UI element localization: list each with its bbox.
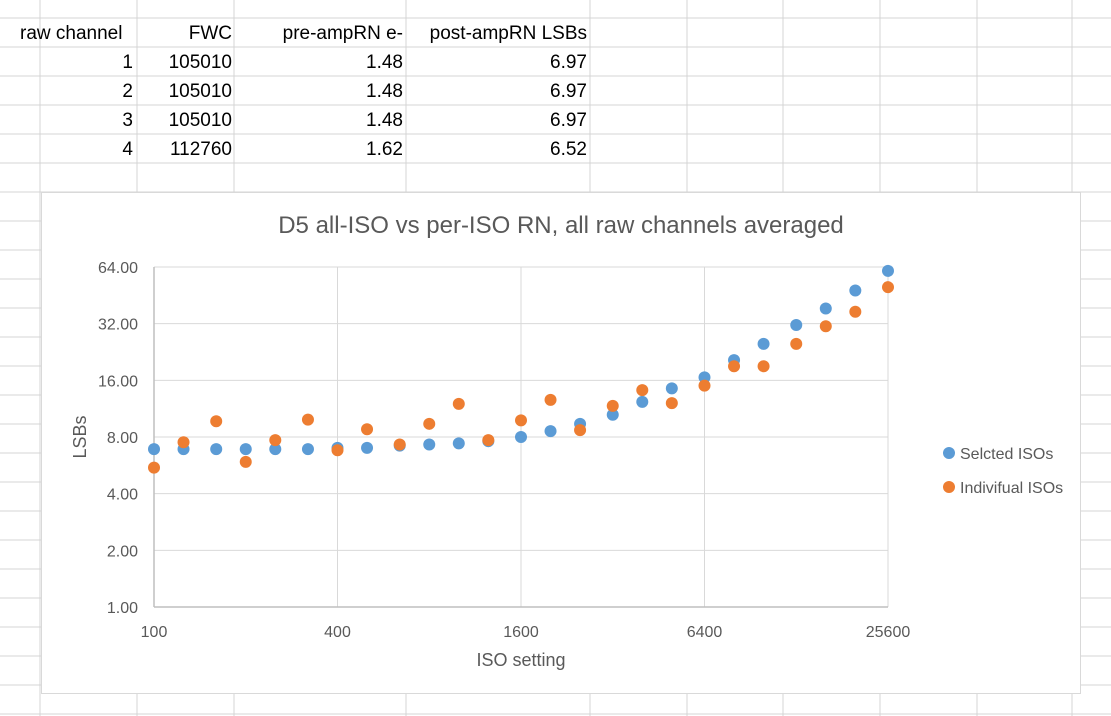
data-point-series-2[interactable]	[606, 399, 619, 412]
x-tick-label: 100	[141, 624, 168, 641]
data-point-series-1[interactable]	[606, 408, 619, 421]
data-point-series-1[interactable]	[515, 431, 527, 443]
data-point-series-2[interactable]	[423, 417, 436, 430]
data-point-series-2[interactable]	[636, 384, 649, 397]
x-axis-title: ISO setting	[476, 650, 565, 670]
data-point-series-1[interactable]	[269, 443, 282, 456]
data-point-series-1[interactable]	[665, 382, 678, 395]
cell-pre-amp-rn[interactable]: 1.48	[366, 81, 403, 102]
data-point-series-1[interactable]	[452, 437, 465, 450]
data-point-series-2[interactable]	[301, 413, 314, 426]
data-point-series-1[interactable]	[790, 318, 803, 331]
header-pre-amp-rn[interactable]: pre-ampRN e-	[282, 23, 403, 44]
data-point-series-2[interactable]	[515, 414, 527, 427]
header-post-amp-rn[interactable]: post-ampRN LSBs	[429, 23, 587, 44]
data-point-series-2[interactable]	[790, 337, 803, 350]
y-tick-label: 16.00	[98, 373, 138, 390]
header-raw-channel[interactable]: raw channel	[20, 23, 123, 44]
data-point-series-2[interactable]	[757, 360, 770, 373]
data-point-series-2[interactable]	[148, 461, 160, 474]
data-point-series-2[interactable]	[544, 393, 557, 406]
cell-post-amp-rn[interactable]: 6.97	[550, 81, 587, 102]
data-point-series-1[interactable]	[361, 441, 374, 454]
data-point-series-1[interactable]	[698, 371, 711, 384]
data-point-series-2[interactable]	[849, 305, 862, 318]
y-tick-label: 32.00	[98, 317, 138, 334]
data-point-series-1[interactable]	[301, 443, 314, 456]
legend-label[interactable]: Selcted ISOs	[960, 446, 1053, 463]
x-tick-label: 1600	[503, 624, 539, 641]
cell-fwc[interactable]: 105010	[168, 81, 232, 102]
data-point-series-1[interactable]	[148, 443, 160, 456]
data-point-series-2[interactable]	[728, 360, 741, 373]
cell-post-amp-rn[interactable]: 6.97	[550, 110, 587, 131]
x-tick-label: 25600	[866, 624, 911, 641]
cell-pre-amp-rn[interactable]: 1.48	[366, 110, 403, 131]
legend-label[interactable]: Indivifual ISOs	[960, 480, 1063, 497]
y-tick-label: 8.00	[107, 430, 138, 447]
y-tick-label: 1.00	[107, 600, 138, 617]
y-axis-title: LSBs	[70, 415, 90, 458]
data-point-series-2[interactable]	[210, 415, 223, 428]
cell-channel[interactable]: 2	[122, 81, 133, 102]
chart-object[interactable]: D5 all-ISO vs per-ISO RN, all raw channe…	[41, 192, 1081, 694]
data-point-series-2[interactable]	[269, 434, 282, 447]
data-point-series-1[interactable]	[210, 443, 223, 456]
data-point-series-1[interactable]	[757, 337, 770, 350]
chart-title: D5 all-ISO vs per-ISO RN, all raw channe…	[278, 212, 844, 239]
data-point-series-2[interactable]	[239, 455, 252, 468]
x-tick-label: 6400	[687, 624, 723, 641]
data-point-series-2[interactable]	[882, 281, 894, 294]
data-point-series-2[interactable]	[482, 434, 495, 447]
legend-marker	[943, 447, 955, 459]
data-point-series-2[interactable]	[819, 320, 832, 333]
data-point-series-2[interactable]	[177, 436, 190, 449]
cell-post-amp-rn[interactable]: 6.97	[550, 52, 587, 73]
data-point-series-1[interactable]	[882, 264, 894, 277]
data-point-series-2[interactable]	[665, 397, 678, 410]
cell-fwc[interactable]: 112760	[170, 139, 232, 160]
data-point-series-1[interactable]	[423, 438, 436, 451]
y-tick-label: 2.00	[107, 543, 138, 560]
scatter-chart: D5 all-ISO vs per-ISO RN, all raw channe…	[70, 212, 1063, 670]
data-point-series-2[interactable]	[393, 438, 406, 451]
data-point-series-1[interactable]	[636, 395, 649, 408]
data-point-series-2[interactable]	[361, 423, 374, 436]
cell-fwc[interactable]: 105010	[168, 52, 232, 73]
y-tick-label: 64.00	[98, 260, 138, 277]
cell-channel[interactable]: 1	[122, 52, 133, 73]
data-point-series-1[interactable]	[544, 425, 557, 438]
data-point-series-2[interactable]	[698, 379, 711, 392]
data-point-series-2[interactable]	[452, 397, 465, 410]
data-point-series-1[interactable]	[849, 284, 862, 297]
cell-channel[interactable]: 4	[122, 139, 133, 160]
data-point-series-1[interactable]	[819, 302, 832, 315]
data-point-series-1[interactable]	[239, 443, 252, 456]
header-fwc[interactable]: FWC	[188, 23, 232, 44]
data-point-series-2[interactable]	[331, 444, 344, 457]
data-point-series-2[interactable]	[574, 424, 587, 437]
cell-fwc[interactable]: 105010	[168, 110, 232, 131]
legend-marker	[943, 481, 955, 493]
cell-post-amp-rn[interactable]: 6.52	[550, 139, 587, 160]
x-tick-label: 400	[324, 624, 351, 641]
cell-pre-amp-rn[interactable]: 1.48	[366, 52, 403, 73]
y-tick-label: 4.00	[107, 487, 138, 504]
cell-pre-amp-rn[interactable]: 1.62	[366, 139, 403, 160]
cell-channel[interactable]: 3	[122, 110, 133, 131]
